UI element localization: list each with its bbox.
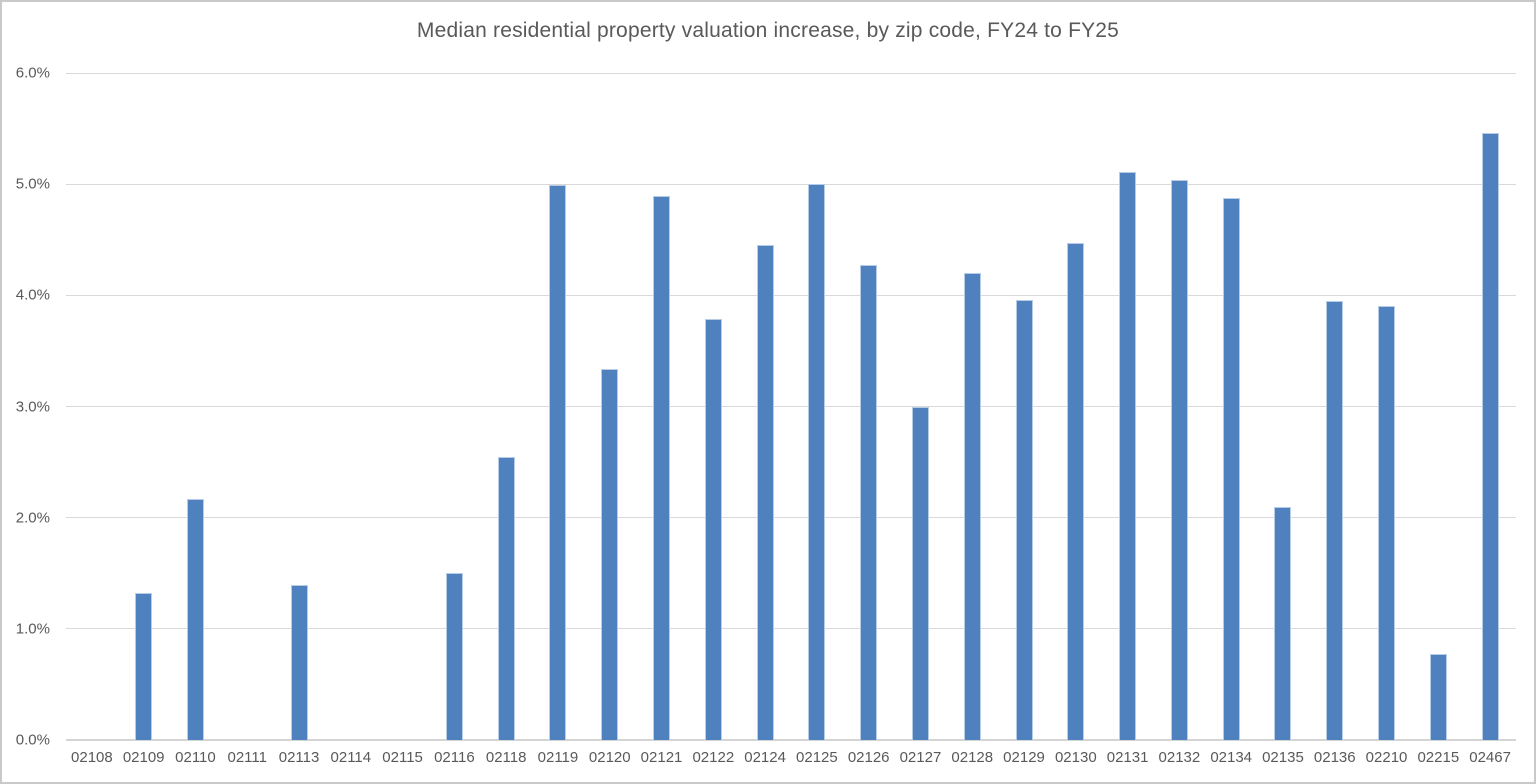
x-axis-tick-label: 02130 [1054, 749, 1097, 766]
bar-02109 [135, 593, 153, 740]
bar-02120 [601, 368, 619, 740]
bar-02127 [911, 406, 929, 740]
x-axis-tick-label: 02127 [899, 749, 942, 766]
x-axis-tick-label: 02125 [796, 749, 838, 766]
bar-02134 [1222, 197, 1240, 740]
x-axis-tick-label: 02467 [1469, 749, 1511, 766]
bar-02467 [1481, 133, 1499, 740]
bar-02121 [653, 196, 671, 740]
bar-02110 [186, 498, 204, 740]
x-axis-tick-label: 02215 [1417, 749, 1460, 766]
y-axis-tick-label: 6.0% [15, 64, 50, 82]
x-axis-tick-label: 02136 [1313, 749, 1356, 766]
x-axis-tick-label: 02210 [1365, 749, 1408, 766]
x-axis-tick-label: 02120 [588, 749, 631, 766]
bar-02135 [1274, 506, 1292, 740]
x-axis-tick-label: 02109 [122, 749, 165, 766]
y-gridline [66, 72, 1516, 74]
x-axis-tick-label: 02122 [692, 749, 735, 766]
bar-02118 [497, 456, 515, 740]
x-axis-tick-label: 02108 [71, 749, 113, 766]
x-axis-tick-label: 02115 [382, 749, 423, 766]
y-axis-tick-label: 2.0% [15, 509, 50, 527]
bar-02122 [704, 318, 722, 740]
x-axis-tick-label: 02114 [330, 749, 372, 766]
y-gridline [66, 183, 1516, 185]
x-axis-tick-label: 02134 [1210, 749, 1253, 766]
bar-02210 [1378, 306, 1396, 740]
x-axis-tick-label: 02116 [434, 749, 475, 766]
bar-02128 [963, 273, 981, 740]
x-axis-tick-label: 02131 [1106, 749, 1149, 766]
y-gridline [66, 628, 1516, 630]
bar-02130 [1067, 243, 1085, 740]
x-axis-tick-label: 02119 [537, 749, 579, 766]
y-gridline [66, 406, 1516, 407]
x-axis-line [66, 739, 1516, 741]
bar-02131 [1119, 171, 1137, 740]
bar-02113 [290, 585, 308, 740]
plot-area: 0.0% 1.0% 2.0% 3.0% 4.0% 5.0% 6.0% 02108 02109 02… [16, 65, 1516, 766]
y-axis-tick-label: 3.0% [15, 398, 50, 415]
bar-02136 [1326, 300, 1344, 740]
bar-02119 [549, 185, 567, 740]
y-axis-tick-label: 0.0% [15, 731, 50, 749]
x-axis-tick-label: 02135 [1262, 749, 1304, 766]
x-axis-tick-label: 02126 [847, 749, 890, 766]
bar-02132 [1170, 179, 1188, 740]
y-gridline [66, 517, 1516, 519]
bar-02129 [1015, 299, 1033, 740]
x-axis-tick-label: 02113 [278, 749, 320, 766]
bar-02215 [1429, 654, 1447, 740]
x-axis-tick-label: 02124 [744, 749, 786, 766]
x-axis-tick-label: 02129 [1003, 749, 1045, 766]
y-axis-tick-label: 1.0% [15, 620, 50, 638]
bar-02116 [445, 573, 463, 740]
x-axis-tick-label: 02121 [640, 749, 683, 766]
bar-02125 [808, 184, 826, 740]
x-axis-tick-label: 02118 [485, 749, 527, 766]
y-axis-tick-label: 4.0% [15, 286, 50, 304]
bar-02124 [756, 245, 774, 740]
x-axis-tick-label: 02128 [951, 749, 994, 766]
y-gridline [66, 294, 1516, 296]
x-axis-tick-label: 02111 [227, 749, 268, 766]
chart-title: Median residential property valuation in… [416, 19, 1120, 42]
y-axis-tick-label: 5.0% [15, 175, 50, 193]
x-axis-tick-label: 02110 [175, 749, 216, 766]
x-axis-tick-label: 02132 [1158, 749, 1201, 766]
bar-02126 [860, 265, 878, 740]
